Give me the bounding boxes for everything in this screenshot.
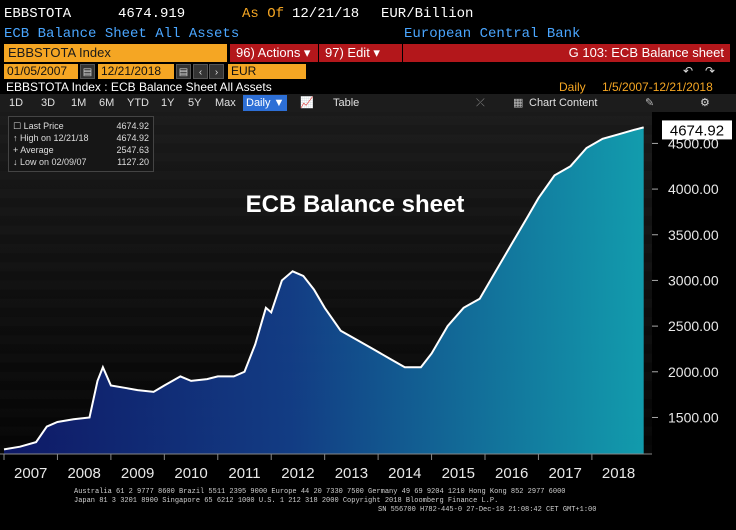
ticker-symbol: EBBSTOTA: [4, 6, 72, 22]
y-tick-label: 3500.00: [668, 227, 719, 243]
footer-phones-2: Japan 81 3 3201 8900 Singapore 65 6212 1…: [74, 497, 499, 505]
as-of-label: As Of: [242, 6, 285, 22]
redo-icon[interactable]: ↷: [705, 64, 716, 78]
calendar-end-icon[interactable]: ▤: [176, 64, 191, 79]
range-button-1y[interactable]: 1Y: [161, 97, 175, 109]
ticker-bar: EBBSTOTA 4674.919 As Of 12/21/18 EUR/Bil…: [0, 0, 736, 26]
page-title: G 103: ECB Balance sheet: [403, 44, 730, 62]
footer-phones-1: Australia 61 2 9777 8600 Brazil 5511 239…: [74, 488, 566, 496]
source-label: European Central Bank: [404, 26, 581, 42]
actions-menu-button[interactable]: 96) Actions ▾: [230, 44, 318, 62]
y-tick-label: 1500.00: [668, 409, 719, 425]
range-button-5y[interactable]: 5Y: [188, 97, 202, 109]
chart-content-button[interactable]: Chart Content: [529, 97, 598, 109]
x-tick-label: 2018: [602, 465, 635, 482]
legend-box: ☐ Last Price 4674.92 ↑ High on 12/21/18 467…: [8, 116, 154, 172]
area-fill: [4, 127, 644, 455]
collapse-icon[interactable]: ⤫: [476, 97, 485, 109]
range-button-1d[interactable]: 1D: [9, 97, 24, 109]
description-bar: ECB Balance Sheet All Assets European Ce…: [0, 26, 736, 44]
calendar-icon[interactable]: ▤: [80, 64, 95, 79]
unit-label: EUR/Billion: [381, 6, 474, 22]
x-tick-label: 2013: [335, 465, 368, 482]
settings-gear-icon[interactable]: ⚙: [700, 97, 710, 109]
next-arrow-icon[interactable]: ›: [209, 64, 224, 79]
x-tick-label: 2014: [388, 465, 421, 482]
series-line: [3, 126, 644, 451]
security-description: ECB Balance Sheet All Assets: [4, 26, 240, 42]
edit-chart-icon[interactable]: ✎: [645, 97, 655, 109]
chart-toolbar: 1D 3D 1M 6M YTD 1Y 5Y Max Daily ▼ 📈 Table ⤫ ▦ C…: [0, 94, 736, 112]
x-tick-label: 2009: [121, 465, 154, 482]
chart-title: ECB Balance sheet: [246, 191, 465, 218]
frequency-dropdown[interactable]: Daily ▼: [243, 95, 288, 111]
last-value: 4674.919: [118, 6, 186, 22]
frequency-note: Daily: [559, 80, 586, 94]
x-tick-label: 2016: [495, 465, 528, 482]
last-value-label: 4674.92: [670, 122, 724, 139]
footer: Australia 61 2 9777 8600 Brazil 5511 239…: [0, 484, 736, 530]
undo-icon[interactable]: ↶: [683, 64, 694, 78]
x-tick-label: 2015: [442, 465, 475, 482]
y-tick-label: 2500.00: [668, 318, 719, 334]
range-button-1m[interactable]: 1M: [71, 97, 87, 109]
legend-label[interactable]: ☐ Last Price: [13, 121, 64, 131]
edit-menu-button[interactable]: 97) Edit ▾: [319, 44, 402, 62]
chart-subtitle: EBBSTOTA Index : ECB Balance Sheet All A…: [6, 80, 272, 94]
prev-arrow-icon[interactable]: ‹: [193, 64, 208, 79]
chart-content-icon[interactable]: ▦: [513, 97, 524, 109]
last-value-marker: [662, 120, 732, 140]
footer-session: SN 556700 H782-445-0 27-Dec-18 21:08:42 …: [378, 506, 597, 514]
range-button-ytd[interactable]: YTD: [127, 97, 149, 109]
legend-value: 2547.63: [116, 145, 149, 155]
line-chart-icon[interactable]: 📈: [300, 97, 314, 109]
legend-value: 4674.92: [116, 121, 149, 131]
x-tick-label: 2007: [14, 465, 47, 482]
y-tick-label: 4000.00: [668, 181, 719, 197]
range-button-6m[interactable]: 6M: [99, 97, 115, 109]
table-button[interactable]: Table: [333, 97, 360, 109]
legend-label: + Average: [13, 145, 54, 155]
y-tick-label: 2000.00: [668, 364, 719, 380]
y-tick-label: 3000.00: [668, 272, 719, 288]
index-label[interactable]: EBBSTOTA Index: [4, 44, 227, 62]
range-button-max[interactable]: Max: [215, 97, 236, 109]
legend-value: 4674.92: [116, 133, 149, 143]
legend-label: ↓ Low on 02/09/07: [13, 157, 87, 167]
legend-label: ↑ High on 12/21/18: [13, 133, 89, 143]
x-tick-label: 2011: [228, 465, 260, 482]
legend-value: 1127.20: [117, 157, 149, 167]
currency-select[interactable]: EUR: [228, 64, 306, 79]
as-of-date: 12/21/18: [292, 6, 360, 22]
x-tick-label: 2008: [67, 465, 100, 482]
range-button-3d[interactable]: 3D: [41, 97, 56, 109]
start-date-field[interactable]: 01/05/2007: [4, 64, 78, 79]
x-tick-label: 2012: [281, 465, 314, 482]
x-tick-label: 2017: [548, 465, 581, 482]
end-date-field[interactable]: 12/21/2018: [98, 64, 174, 79]
x-tick-label: 2010: [174, 465, 207, 482]
range-note: 1/5/2007-12/21/2018: [602, 80, 713, 94]
